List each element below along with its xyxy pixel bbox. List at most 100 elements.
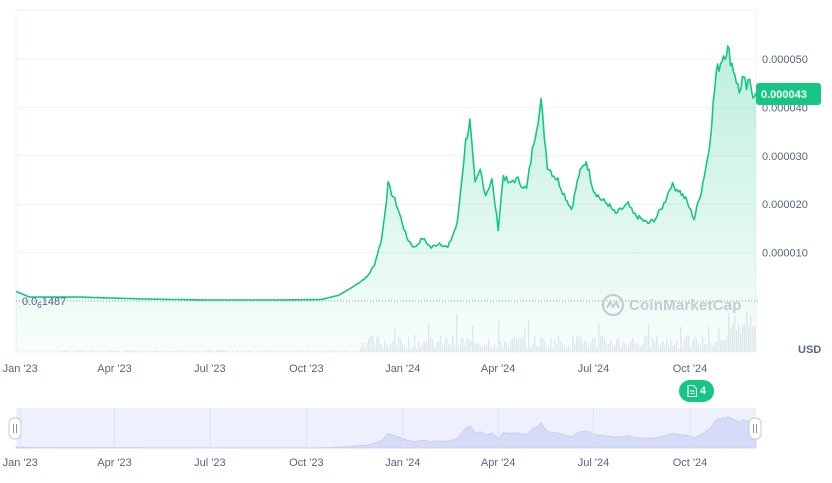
data-point-15[interactable] [412, 246, 416, 250]
data-point-19[interactable] [446, 246, 450, 250]
data-point-16[interactable] [421, 236, 425, 240]
data-point-21[interactable] [464, 139, 468, 143]
data-point-30[interactable] [511, 178, 515, 182]
data-point-35[interactable] [545, 163, 549, 167]
data-point-34[interactable] [539, 101, 543, 105]
data-point-46[interactable] [620, 207, 624, 211]
data-point-39[interactable] [570, 207, 574, 211]
current-price-tag-text: 0.000043 [761, 89, 807, 101]
data-point-13[interactable] [394, 202, 398, 206]
start-price-label: 0.061487 [22, 296, 66, 310]
data-point-9[interactable] [365, 275, 369, 279]
x-tick-label-1: Apr '23 [97, 363, 132, 375]
data-point-7[interactable] [337, 293, 341, 297]
data-point-48[interactable] [631, 212, 635, 216]
data-point-64[interactable] [737, 91, 741, 95]
navigator-tick-label-4: Jan '24 [385, 457, 420, 469]
data-point-41[interactable] [584, 159, 588, 163]
data-point-24[interactable] [478, 168, 482, 172]
data-point-61[interactable] [726, 47, 730, 51]
coinmarketcap-logo-icon [601, 293, 625, 317]
data-point-33[interactable] [532, 139, 536, 143]
data-point-67[interactable] [748, 81, 752, 85]
data-point-11[interactable] [380, 236, 384, 240]
data-point-36[interactable] [552, 173, 556, 177]
data-point-18[interactable] [437, 241, 441, 245]
data-point-43[interactable] [599, 197, 603, 201]
data-point-38[interactable] [562, 193, 566, 197]
data-point-42[interactable] [592, 188, 596, 192]
data-point-6[interactable] [319, 298, 323, 302]
data-point-23[interactable] [473, 183, 477, 187]
data-point-51[interactable] [653, 217, 657, 221]
navigator-tick-label-3: Oct '23 [289, 457, 324, 469]
data-point-69[interactable] [754, 91, 758, 95]
watermark-text: CoinMarketCap [629, 297, 742, 314]
data-point-53[interactable] [669, 183, 673, 187]
data-point-54[interactable] [676, 188, 680, 192]
current-price-tag: 0.000043 [756, 83, 821, 105]
data-point-2[interactable] [80, 295, 84, 299]
data-point-4[interactable] [208, 298, 212, 302]
data-point-8[interactable] [352, 284, 356, 288]
x-tick-label-6: Jul '24 [578, 363, 609, 375]
data-point-31[interactable] [516, 178, 520, 182]
start-price-suffix: 1487 [42, 296, 66, 308]
data-point-17[interactable] [429, 246, 433, 250]
y-tick-label-0: 0.000010 [762, 248, 808, 260]
data-point-5[interactable] [273, 298, 277, 302]
data-point-27[interactable] [496, 226, 500, 230]
data-point-63[interactable] [733, 72, 737, 76]
data-point-66[interactable] [745, 86, 749, 90]
data-point-20[interactable] [455, 222, 459, 226]
data-point-56[interactable] [692, 217, 696, 221]
y-tick-label-2: 0.000030 [762, 151, 808, 163]
data-point-57[interactable] [699, 188, 703, 192]
data-point-44[interactable] [606, 202, 610, 206]
data-point-40[interactable] [577, 173, 581, 177]
coinmarketcap-watermark: CoinMarketCap [601, 293, 742, 317]
x-tick-label-4: Jan '24 [385, 363, 420, 375]
y-tick-label-4: 0.000050 [762, 54, 808, 66]
data-point-10[interactable] [372, 263, 376, 267]
data-point-12[interactable] [386, 183, 390, 187]
data-point-50[interactable] [646, 222, 650, 226]
currency-label: USD [798, 344, 821, 356]
navigator-tick-label-7: Oct '24 [673, 457, 708, 469]
data-point-45[interactable] [614, 212, 618, 216]
data-point-49[interactable] [639, 217, 643, 221]
data-point-0[interactable] [14, 289, 18, 293]
data-point-14[interactable] [405, 236, 409, 240]
navigator-left-handle[interactable] [9, 418, 21, 439]
events-badge[interactable]: 4 [679, 380, 714, 402]
data-point-26[interactable] [490, 178, 494, 182]
y-tick-label-1: 0.000020 [762, 199, 808, 211]
data-point-52[interactable] [662, 202, 666, 206]
x-tick-label-3: Oct '23 [289, 363, 324, 375]
data-point-25[interactable] [484, 193, 488, 197]
navigator-tick-label-1: Apr '23 [97, 457, 132, 469]
data-point-47[interactable] [626, 202, 630, 206]
data-point-55[interactable] [684, 197, 688, 201]
data-point-59[interactable] [714, 72, 718, 76]
data-point-37[interactable] [556, 178, 560, 182]
data-point-22[interactable] [468, 120, 472, 124]
start-price-prefix: 0.0 [22, 296, 37, 308]
data-point-60[interactable] [722, 52, 726, 56]
x-tick-label-5: Apr '24 [481, 363, 516, 375]
data-point-62[interactable] [730, 62, 734, 66]
data-point-29[interactable] [508, 183, 512, 187]
document-icon [687, 385, 697, 397]
navigator-right-handle[interactable] [749, 418, 761, 439]
data-point-32[interactable] [524, 188, 528, 192]
navigator-tick-label-2: Jul '23 [194, 457, 225, 469]
data-point-28[interactable] [501, 173, 505, 177]
data-point-65[interactable] [740, 76, 744, 80]
data-point-3[interactable] [144, 297, 148, 301]
data-point-58[interactable] [707, 149, 711, 153]
